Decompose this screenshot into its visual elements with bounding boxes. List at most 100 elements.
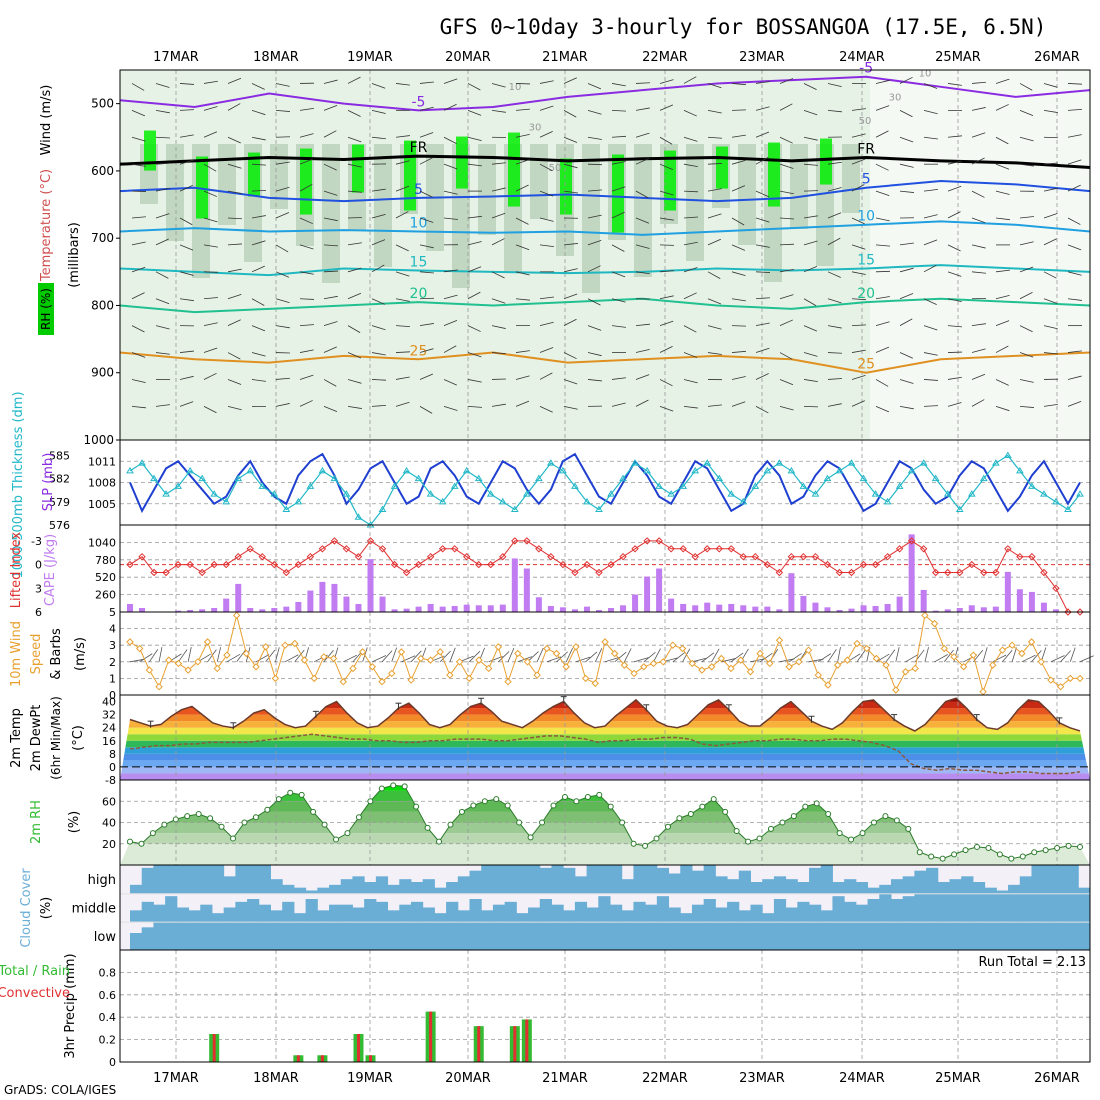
wind-speed-marker bbox=[484, 664, 493, 673]
wind-barb-10m bbox=[207, 649, 217, 663]
cloud-cell bbox=[516, 921, 529, 950]
thickness-marker bbox=[378, 505, 387, 513]
wind-speed-marker bbox=[494, 643, 503, 651]
rh2m-marker bbox=[161, 821, 168, 828]
wind-speed-marker bbox=[388, 669, 396, 678]
li-marker bbox=[667, 545, 675, 553]
thickness-marker bbox=[823, 474, 832, 482]
wind-barb bbox=[587, 298, 601, 306]
wind-barb bbox=[539, 321, 554, 327]
cape-bar bbox=[1040, 602, 1047, 612]
li-marker bbox=[414, 560, 423, 569]
isotherm-line bbox=[119, 220, 1091, 236]
li-marker bbox=[944, 568, 952, 577]
cloud-cell bbox=[434, 887, 447, 894]
rh-moist-core bbox=[300, 148, 312, 215]
cloud-cell bbox=[715, 876, 728, 894]
wind-barb bbox=[803, 240, 818, 246]
cloud-cell bbox=[926, 921, 939, 950]
wind-barb bbox=[1019, 352, 1034, 358]
y-tick-label: 500 bbox=[91, 97, 114, 111]
rh2m-marker bbox=[493, 796, 500, 803]
wind-speed-marker bbox=[232, 611, 241, 620]
li-marker bbox=[871, 560, 880, 569]
wind-barb bbox=[611, 83, 626, 87]
temp-tick-label: 8 bbox=[109, 748, 116, 761]
wind-speed-marker bbox=[911, 664, 919, 673]
cloud-cell bbox=[539, 867, 552, 894]
wind-barb bbox=[563, 268, 578, 273]
wind-barb bbox=[611, 244, 625, 252]
wind-barb bbox=[203, 106, 218, 111]
wind-barb bbox=[299, 133, 314, 138]
thickness-marker bbox=[679, 482, 688, 489]
cloud-cell bbox=[188, 910, 201, 922]
wind-barb bbox=[275, 186, 290, 192]
li-marker bbox=[715, 545, 723, 553]
wind-barb bbox=[683, 163, 698, 168]
wind-barb bbox=[563, 405, 578, 410]
wind-barb bbox=[995, 104, 1009, 111]
wind-speed-marker bbox=[872, 654, 881, 663]
precip-panel: 0 0.2 0.4 0.6 0.8 Run Total = 2.13 3hr Precip … bbox=[0, 949, 1091, 1069]
li-marker bbox=[499, 552, 507, 561]
wind-speed-marker bbox=[514, 649, 522, 658]
wind-barb bbox=[1019, 216, 1034, 219]
rh2m-marker bbox=[218, 823, 225, 830]
wind-barb bbox=[467, 405, 482, 408]
isotherm-label: 5 bbox=[414, 182, 423, 198]
wind-barb bbox=[203, 406, 217, 414]
li-marker bbox=[1040, 568, 1048, 577]
cloud-cell bbox=[481, 865, 494, 894]
wind-barb bbox=[659, 379, 673, 387]
wind-barb bbox=[347, 136, 362, 143]
wind-speed-marker bbox=[979, 687, 987, 696]
cloud-cell bbox=[1031, 865, 1044, 894]
thickness-marker bbox=[174, 482, 182, 489]
cloud-row-divider bbox=[120, 893, 1090, 895]
cloud-cell bbox=[1054, 921, 1068, 950]
cloud-cell bbox=[364, 899, 377, 922]
wind-barb bbox=[779, 103, 793, 111]
wind-speed-marker bbox=[465, 674, 473, 683]
wind-barb-10m bbox=[216, 647, 222, 662]
rh-band bbox=[120, 843, 1090, 865]
wind-barb bbox=[227, 319, 241, 326]
wind-speed-marker bbox=[358, 648, 367, 656]
cloud-cell bbox=[551, 921, 564, 950]
wind-barb bbox=[659, 190, 674, 196]
wind-barb bbox=[179, 375, 194, 380]
wind-barb bbox=[347, 242, 362, 246]
cloud-cell bbox=[750, 904, 763, 922]
wind-speed-marker bbox=[203, 638, 212, 646]
wind-barb bbox=[1043, 238, 1057, 246]
rh2m-marker bbox=[436, 838, 443, 845]
cloud-cell bbox=[610, 921, 623, 950]
minmax-axis-label: (6hr Min/Max) bbox=[49, 696, 63, 780]
rh-moist-core bbox=[768, 142, 780, 207]
li-marker bbox=[751, 552, 760, 561]
li-marker bbox=[282, 568, 291, 577]
wind-barb bbox=[635, 349, 650, 353]
wind-barb bbox=[1067, 159, 1082, 165]
cloud-cell bbox=[1008, 893, 1021, 922]
bottom-date-label: 20MAR bbox=[445, 1071, 491, 1086]
cape-bar bbox=[295, 601, 302, 612]
thickness-marker bbox=[390, 482, 399, 489]
cloud-cell bbox=[528, 907, 541, 922]
temp-tick-label: 16 bbox=[102, 735, 116, 748]
cloud-cell bbox=[563, 867, 576, 894]
cape-bar bbox=[319, 581, 326, 612]
li-tick-label: 0 bbox=[35, 559, 42, 572]
precip-conv-bar bbox=[513, 1026, 517, 1062]
rh-moist-core bbox=[352, 144, 364, 193]
thickness-marker bbox=[559, 466, 567, 474]
wind-barb bbox=[131, 405, 146, 409]
wind-barb bbox=[539, 130, 553, 138]
cape-axis-label: CAPE (J/kg) bbox=[43, 534, 58, 606]
wind-barb bbox=[899, 76, 913, 84]
cloud-cell bbox=[691, 870, 705, 894]
thickness-marker bbox=[222, 497, 231, 505]
chart-title: GFS 0~10day 3-hourly for BOSSANGOA (17.5… bbox=[440, 15, 1047, 39]
wind-tick-label: 0 bbox=[109, 689, 116, 702]
